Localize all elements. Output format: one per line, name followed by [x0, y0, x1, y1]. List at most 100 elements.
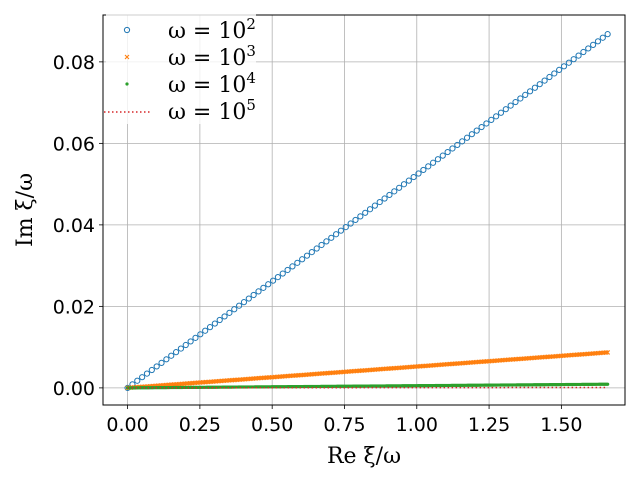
data-point	[313, 245, 320, 252]
legend-item: ω = 102	[123, 15, 256, 44]
series-1	[124, 31, 611, 391]
legend-label-base: ω = 10	[168, 73, 246, 98]
legend-label: ω = 103	[168, 42, 256, 71]
data-point	[260, 284, 267, 291]
data-point	[531, 84, 539, 91]
data-point	[526, 88, 534, 95]
y-tick-label: 0.04	[53, 215, 95, 237]
data-point	[337, 227, 345, 234]
data-point	[478, 123, 485, 131]
x-tick-label: 1.25	[468, 414, 510, 436]
data-point	[512, 98, 519, 106]
legend-handle	[125, 82, 129, 86]
series-3	[125, 382, 610, 390]
y-tick-label: 0.00	[53, 378, 95, 400]
data-point	[231, 306, 238, 313]
data-point	[425, 163, 432, 170]
data-point	[182, 341, 189, 349]
data-point	[362, 209, 369, 216]
data-point	[318, 241, 325, 249]
data-point	[459, 138, 466, 145]
legend-label-base: ω = 10	[168, 19, 246, 44]
data-point	[265, 281, 272, 288]
data-point	[420, 166, 427, 174]
data-point	[396, 184, 403, 191]
data-point	[303, 252, 311, 259]
data-point	[371, 202, 378, 209]
data-point	[400, 181, 408, 188]
data-point	[468, 131, 475, 138]
legend-box	[106, 12, 256, 124]
data-point	[603, 350, 609, 355]
data-point	[187, 338, 194, 345]
data-point	[585, 45, 592, 52]
data-point	[606, 382, 610, 386]
data-point	[570, 56, 577, 63]
data-point	[449, 145, 456, 152]
data-point	[604, 31, 611, 38]
data-point	[168, 352, 175, 359]
x-tick-label: 1.00	[396, 414, 438, 436]
data-point	[284, 266, 291, 274]
data-point	[221, 313, 228, 320]
data-point	[211, 320, 218, 327]
legend-handle	[123, 26, 131, 34]
y-axis-label: Im ξ/ω	[13, 173, 38, 247]
legend-label-base: ω = 10	[168, 100, 246, 125]
data-point	[497, 109, 505, 116]
data-point	[347, 220, 354, 227]
data-point	[236, 302, 243, 309]
data-point	[551, 70, 558, 77]
data-point	[206, 324, 214, 331]
data-point	[357, 213, 364, 220]
x-axis-ticks: 0.00 0.25 0.50 0.75 1.00 1.25 1.50	[106, 405, 583, 436]
data-point	[139, 374, 146, 381]
data-point	[148, 366, 155, 374]
data-point	[274, 274, 282, 281]
data-point	[294, 259, 301, 266]
legend-item: ω = 104	[125, 69, 256, 98]
data-point	[502, 106, 509, 113]
data-point	[556, 66, 563, 73]
data-point	[158, 359, 165, 366]
data-point	[575, 52, 582, 59]
legend-label-exponent: 2	[246, 15, 256, 33]
data-point	[255, 288, 262, 295]
data-point	[405, 177, 412, 184]
data-point	[473, 127, 480, 134]
data-point	[172, 349, 180, 356]
data-point	[279, 270, 286, 277]
plot-frame	[102, 14, 626, 406]
data-point	[381, 195, 388, 202]
data-point	[429, 159, 437, 166]
data-point	[269, 277, 277, 284]
data-point	[163, 356, 170, 363]
data-point	[153, 363, 160, 370]
data-point	[250, 291, 257, 299]
x-tick-label: 0.00	[106, 414, 148, 436]
data-point	[308, 249, 315, 256]
x-tick-label: 0.25	[179, 414, 221, 436]
data-point	[202, 327, 209, 334]
data-point	[366, 206, 374, 213]
legend-item: ω = 105	[104, 96, 256, 125]
data-point	[439, 152, 446, 159]
legend-label-exponent: 5	[246, 96, 256, 114]
data-point	[134, 377, 141, 384]
data-point	[332, 231, 340, 238]
data-point	[289, 263, 296, 270]
legend-handle	[124, 54, 130, 60]
data-point	[594, 38, 602, 45]
data-point	[391, 188, 398, 195]
data-point	[522, 91, 529, 98]
data-point	[226, 309, 233, 316]
legend-item: ω = 103	[124, 42, 256, 71]
data-point	[541, 77, 548, 84]
data-point	[590, 41, 597, 48]
data-point	[240, 299, 248, 306]
data-point	[536, 81, 543, 88]
legend-label: ω = 102	[168, 15, 256, 44]
data-point	[386, 191, 393, 199]
